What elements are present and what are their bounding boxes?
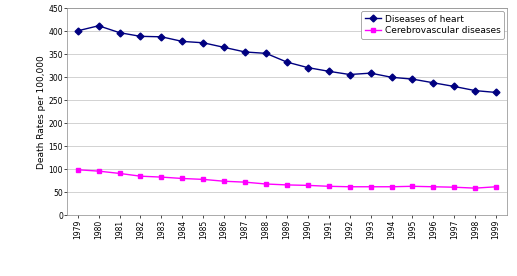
Cerebrovascular diseases — [179, 177, 186, 180]
Cerebrovascular diseases — [305, 184, 311, 187]
Cerebrovascular diseases — [368, 185, 374, 189]
Cerebrovascular diseases — [138, 174, 144, 178]
Diseases of heart — [368, 71, 374, 75]
Cerebrovascular diseases — [472, 187, 478, 190]
Y-axis label: Death Rates per 100,000: Death Rates per 100,000 — [37, 55, 45, 169]
Diseases of heart — [116, 31, 123, 34]
Diseases of heart — [200, 41, 206, 44]
Cerebrovascular diseases — [409, 185, 416, 188]
Diseases of heart — [346, 73, 353, 76]
Cerebrovascular diseases — [326, 185, 332, 188]
Diseases of heart — [96, 24, 102, 27]
Diseases of heart — [430, 81, 436, 84]
Cerebrovascular diseases — [430, 185, 436, 189]
Diseases of heart — [388, 76, 394, 79]
Cerebrovascular diseases — [158, 176, 164, 179]
Cerebrovascular diseases — [96, 169, 102, 173]
Cerebrovascular diseases — [116, 172, 123, 175]
Cerebrovascular diseases — [451, 185, 458, 189]
Diseases of heart — [472, 89, 478, 92]
Cerebrovascular diseases — [284, 183, 290, 187]
Cerebrovascular diseases — [221, 180, 227, 183]
Cerebrovascular diseases — [493, 185, 499, 189]
Legend: Diseases of heart, Cerebrovascular diseases: Diseases of heart, Cerebrovascular disea… — [361, 11, 504, 39]
Diseases of heart — [263, 52, 269, 55]
Diseases of heart — [493, 91, 499, 94]
Cerebrovascular diseases — [200, 178, 206, 181]
Cerebrovascular diseases — [74, 168, 81, 171]
Diseases of heart — [158, 35, 164, 38]
Cerebrovascular diseases — [242, 181, 248, 184]
Diseases of heart — [221, 46, 227, 49]
Line: Diseases of heart: Diseases of heart — [75, 23, 498, 95]
Diseases of heart — [284, 60, 290, 64]
Line: Cerebrovascular diseases: Cerebrovascular diseases — [75, 167, 498, 190]
Diseases of heart — [138, 35, 144, 38]
Cerebrovascular diseases — [263, 182, 269, 186]
Cerebrovascular diseases — [346, 185, 353, 189]
Diseases of heart — [179, 40, 186, 43]
Diseases of heart — [409, 78, 416, 81]
Diseases of heart — [451, 85, 458, 88]
Diseases of heart — [305, 66, 311, 69]
Cerebrovascular diseases — [388, 185, 394, 189]
Diseases of heart — [242, 50, 248, 54]
Diseases of heart — [326, 70, 332, 73]
Diseases of heart — [74, 29, 81, 33]
